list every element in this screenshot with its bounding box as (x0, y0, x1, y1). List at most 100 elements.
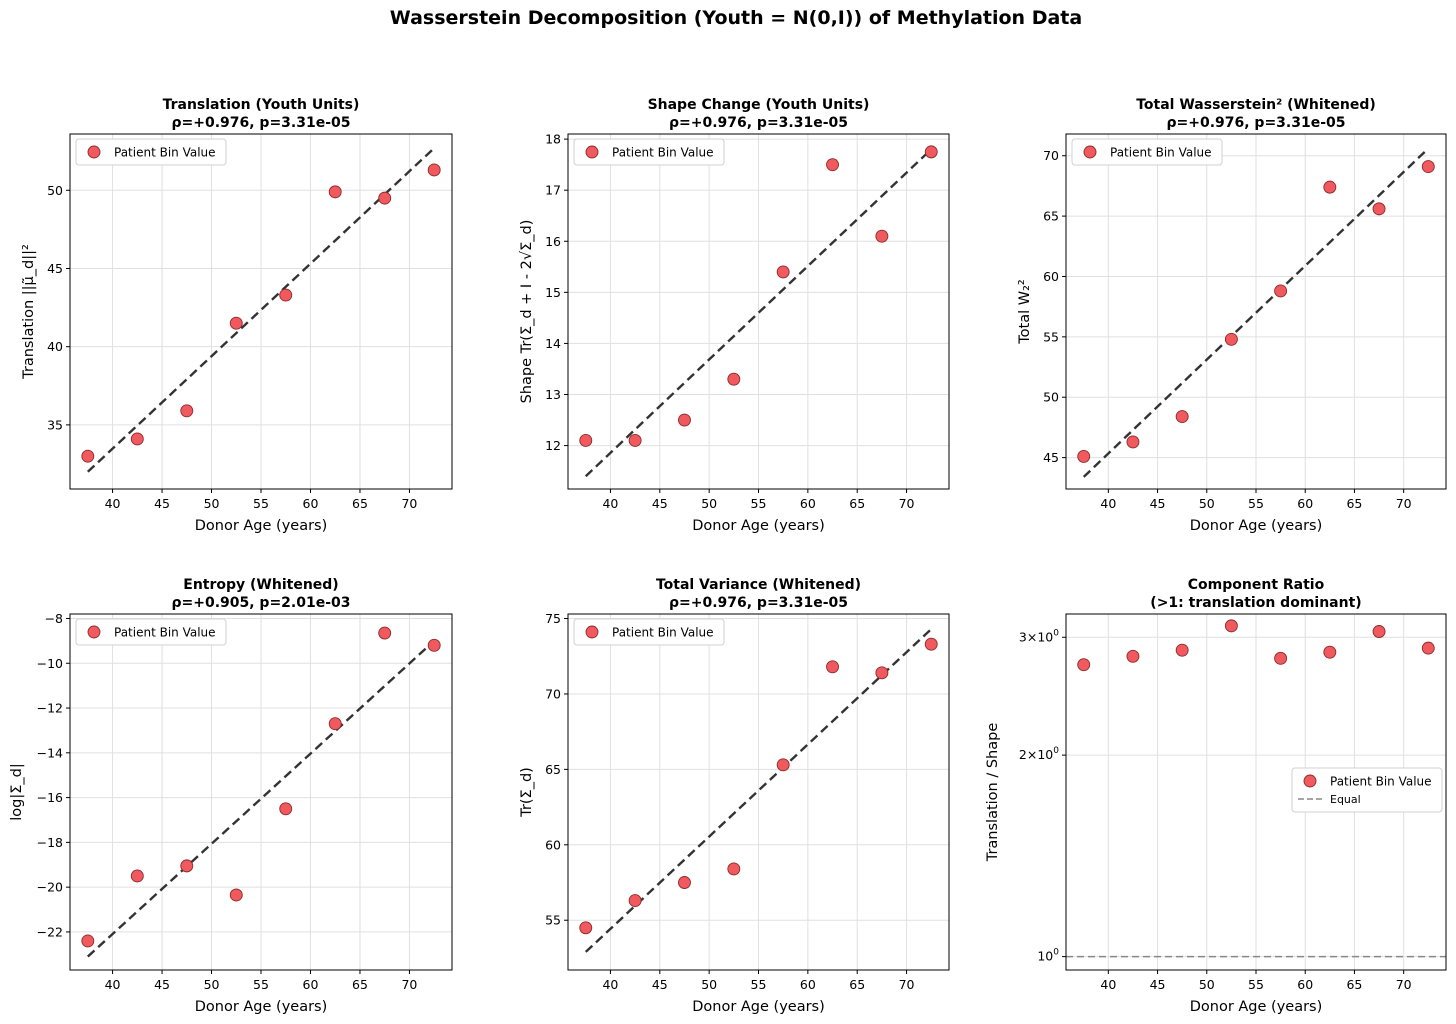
axes-frame (1065, 613, 1447, 971)
x-tick-label: 45 (652, 977, 668, 992)
data-point (427, 163, 441, 177)
subplot-title: Shape Change (Youth Units) (648, 97, 870, 113)
axes-frame (567, 613, 950, 971)
subplot-title: Translation (Youth Units) (163, 97, 360, 113)
data-point (229, 888, 243, 902)
subplot-subtitle: ρ=+0.976, p=3.31e-05 (669, 595, 848, 611)
x-tick-label: 60 (800, 496, 816, 511)
x-tick-label: 70 (1396, 977, 1412, 992)
data-point (579, 434, 593, 447)
trend-fit-line (87, 639, 435, 958)
y-tick-label: 45 (47, 261, 63, 276)
y-tick-label: 70 (545, 686, 561, 701)
y-tick-label: 65 (1043, 209, 1059, 224)
y-tick-label: 65 (545, 762, 561, 777)
subplot-3: Total Wasserstein² (Whitened) ρ=+0.976, p… (1017, 97, 1447, 534)
y-tick-label: 35 (47, 417, 63, 432)
legend-label: Patient Bin Value (1330, 775, 1432, 789)
data-point (678, 413, 691, 427)
legend-marker (585, 625, 599, 639)
legend-marker (87, 145, 101, 159)
legend-box (75, 618, 227, 646)
y-axis-label: Total W₂² (1017, 279, 1033, 344)
axes-frame (69, 133, 453, 490)
x-tick-label: 40 (602, 977, 618, 992)
x-tick-label: 50 (204, 496, 220, 511)
data-point (875, 666, 889, 680)
x-tick-label: 65 (1346, 496, 1362, 511)
y-tick-label: −14 (37, 745, 63, 760)
data-point (1274, 284, 1288, 298)
x-tick-label: 55 (1248, 977, 1264, 992)
x-tick-label: 55 (253, 977, 269, 992)
x-tick-label: 50 (701, 977, 717, 992)
data-point (1175, 643, 1189, 657)
x-axis-label: Donor Age (years) (692, 518, 825, 534)
y-axis-label: Tr(Σ_d) (519, 767, 535, 818)
y-tick-label: 14 (545, 336, 561, 351)
y-axis-label: Shape Tr(Σ_d + I - 2√Σ_d) (519, 220, 535, 404)
x-tick-label: 45 (154, 977, 170, 992)
subplot-5: Total Variance (Whitened) ρ=+0.976, p=3.3… (519, 577, 950, 1015)
data-point (1323, 645, 1337, 659)
data-point (1372, 202, 1386, 216)
subplot-grid: Translation (Youth Units) ρ=+0.976, p=3.3… (9, 97, 1447, 1015)
x-tick-label: 60 (1297, 496, 1313, 511)
legend-label: Patient Bin Value (612, 146, 714, 160)
data-point (776, 265, 790, 279)
trend-fit-line (584, 628, 933, 953)
axes-frame (567, 133, 950, 490)
legend-label: Patient Bin Value (114, 626, 216, 640)
x-axis-label: Donor Age (years) (692, 999, 825, 1015)
data-point (924, 145, 938, 159)
legend-box (1071, 138, 1223, 166)
x-tick-label: 45 (154, 496, 170, 511)
subplot-2: Shape Change (Youth Units) ρ=+0.976, p=3.… (519, 97, 950, 534)
x-tick-label: 45 (1150, 977, 1166, 992)
legend-label: Equal (1330, 793, 1361, 806)
x-tick-label: 70 (899, 977, 915, 992)
data-point (875, 229, 889, 243)
x-tick-label: 55 (751, 496, 767, 511)
data-point (427, 638, 441, 652)
data-point (1175, 410, 1189, 424)
data-point (1126, 649, 1140, 663)
y-tick-label: −22 (37, 924, 63, 939)
x-tick-label: 70 (1396, 496, 1412, 511)
data-point (130, 869, 144, 883)
y-tick-label: 18 (545, 132, 561, 147)
x-tick-label: 65 (849, 977, 865, 992)
y-tick-label: 60 (545, 837, 561, 852)
x-axis-label: Donor Age (years) (1190, 999, 1323, 1015)
x-tick-label: 65 (1346, 977, 1362, 992)
y-tick-label: 55 (545, 913, 561, 928)
subplot-title: Total Wasserstein² (Whitened) (1136, 97, 1376, 113)
data-point (628, 434, 642, 447)
x-tick-label: 55 (1248, 496, 1264, 511)
y-tick-label: 17 (545, 183, 561, 198)
x-tick-label: 40 (1100, 496, 1116, 511)
data-point (1421, 160, 1435, 174)
data-point (1274, 651, 1288, 665)
figure-title: Wasserstein Decomposition (Youth = N(0,I… (390, 7, 1082, 29)
y-tick-label: 40 (47, 339, 63, 354)
y-tick-label: 16 (545, 234, 561, 249)
x-tick-label: 40 (602, 496, 618, 511)
axes-frame (69, 613, 453, 971)
subplot-subtitle: (>1: translation dominant) (1150, 595, 1361, 611)
y-tick-label: 70 (1043, 148, 1059, 163)
legend-marker (1303, 774, 1317, 788)
subplot-title: Total Variance (Whitened) (656, 577, 861, 593)
x-tick-label: 70 (401, 496, 417, 511)
legend: Patient Bin Value (75, 138, 227, 166)
data-point (81, 934, 95, 948)
x-tick-label: 55 (253, 496, 269, 511)
y-tick-label: 2×100 (1019, 746, 1059, 762)
data-point (378, 191, 392, 205)
y-tick-label: 50 (1043, 390, 1059, 405)
y-tick-label: 13 (545, 387, 561, 402)
data-point (924, 637, 938, 651)
data-point (279, 802, 293, 816)
data-point (1126, 435, 1140, 449)
legend-label: Patient Bin Value (612, 626, 714, 640)
